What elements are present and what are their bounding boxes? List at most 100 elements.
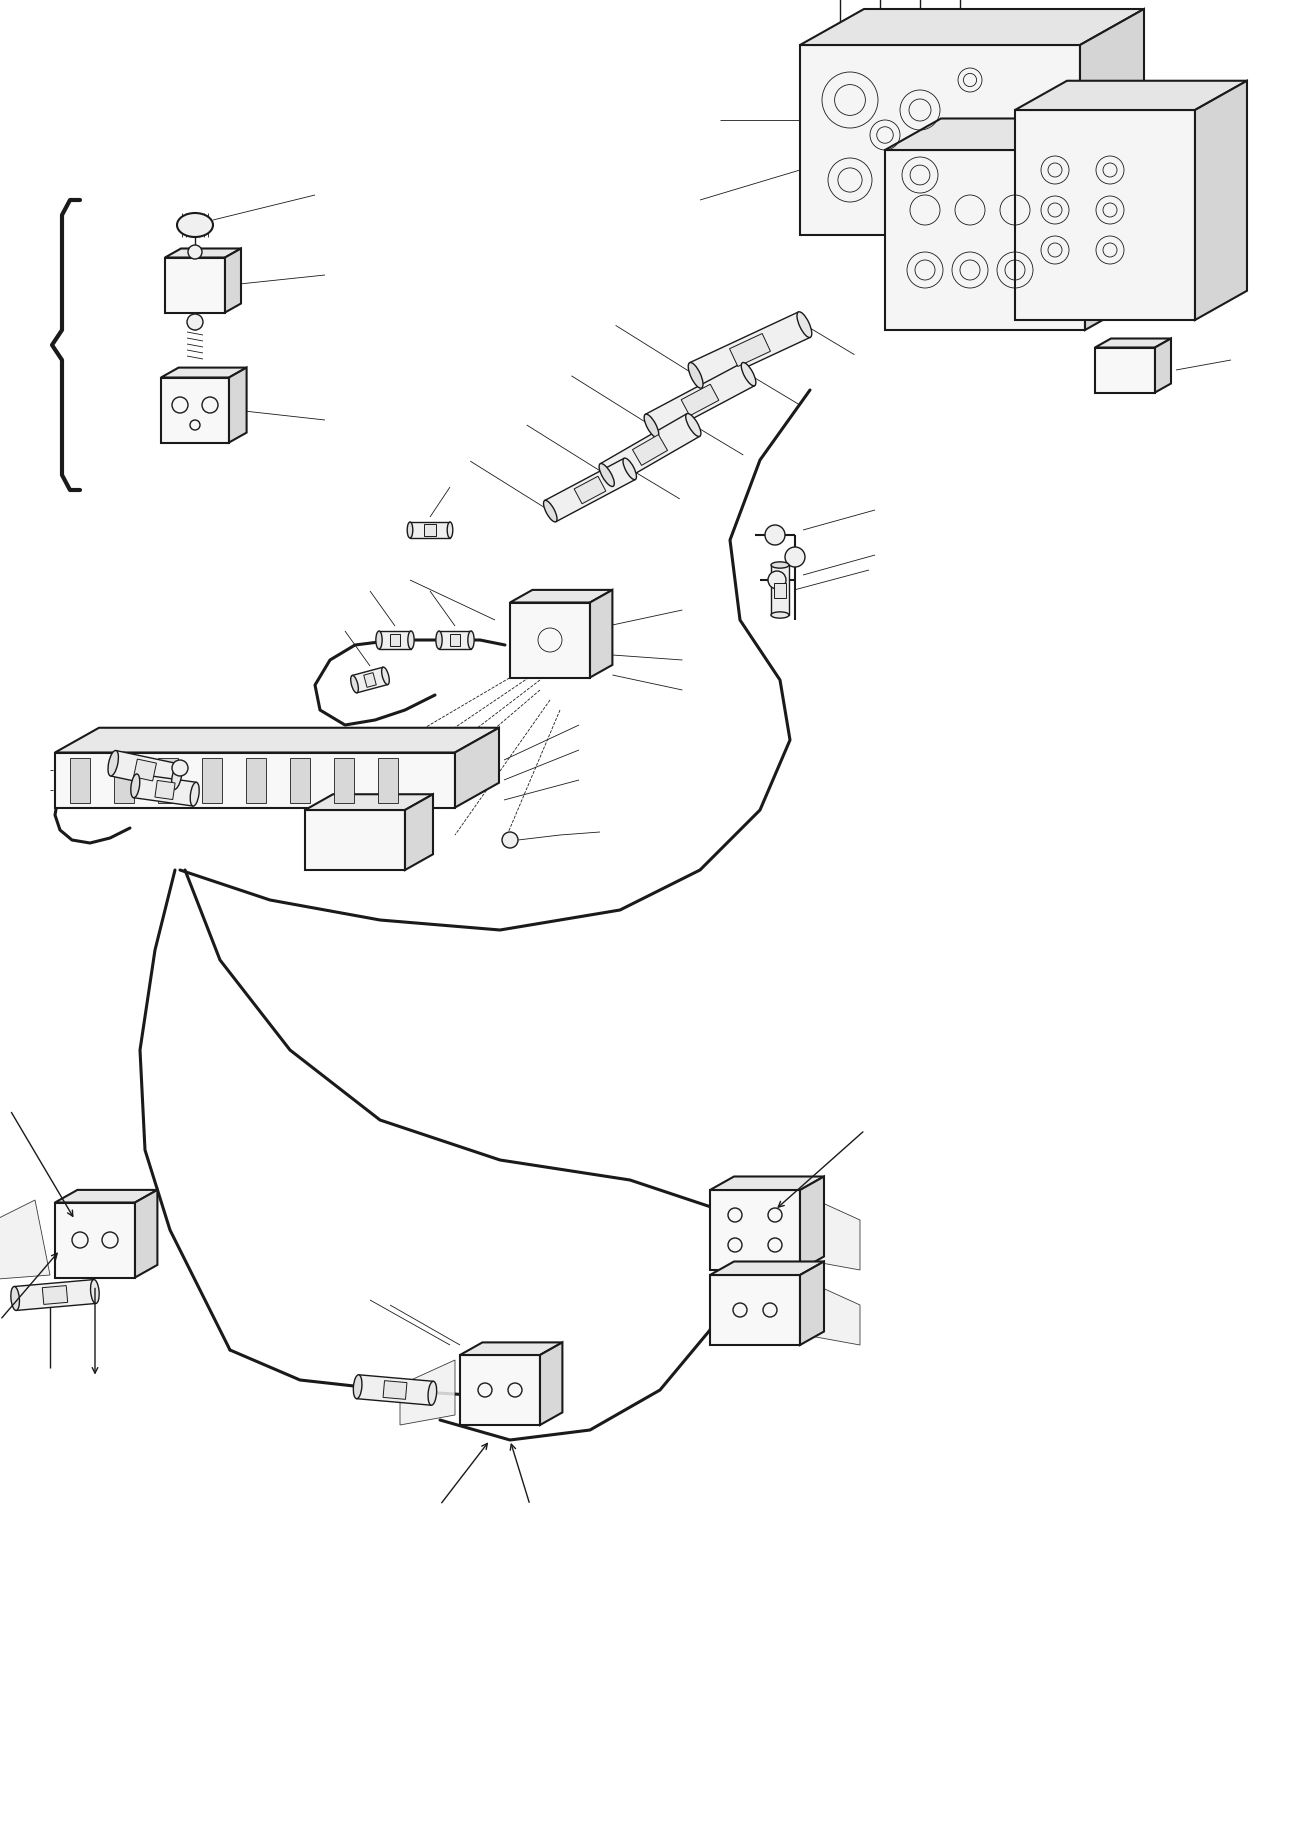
Polygon shape <box>135 1190 157 1278</box>
Polygon shape <box>390 633 399 646</box>
Polygon shape <box>133 759 157 781</box>
Bar <box>246 757 266 803</box>
Polygon shape <box>885 150 1085 330</box>
Polygon shape <box>800 46 1080 235</box>
Polygon shape <box>805 1279 861 1345</box>
Polygon shape <box>540 1343 562 1425</box>
Polygon shape <box>645 363 754 438</box>
Ellipse shape <box>468 631 474 650</box>
Ellipse shape <box>599 464 614 487</box>
Ellipse shape <box>771 611 789 619</box>
Ellipse shape <box>688 363 702 389</box>
Ellipse shape <box>407 522 413 538</box>
Polygon shape <box>54 728 499 752</box>
Polygon shape <box>54 1190 157 1203</box>
Polygon shape <box>161 367 246 378</box>
Polygon shape <box>165 248 241 257</box>
Polygon shape <box>710 1190 800 1270</box>
Ellipse shape <box>171 765 181 790</box>
Polygon shape <box>1015 80 1247 110</box>
Polygon shape <box>226 248 241 312</box>
Bar <box>334 757 354 803</box>
Circle shape <box>769 571 785 589</box>
Polygon shape <box>689 312 810 389</box>
Polygon shape <box>544 458 635 522</box>
Polygon shape <box>632 434 667 465</box>
Polygon shape <box>14 1279 96 1310</box>
Polygon shape <box>133 774 197 807</box>
Bar <box>70 757 89 803</box>
Polygon shape <box>1155 338 1172 392</box>
Ellipse shape <box>797 312 811 338</box>
Circle shape <box>785 548 805 568</box>
Polygon shape <box>229 367 246 442</box>
Polygon shape <box>439 631 470 650</box>
Ellipse shape <box>351 675 359 694</box>
Polygon shape <box>161 378 229 442</box>
Polygon shape <box>1095 347 1155 392</box>
Polygon shape <box>590 589 613 677</box>
Polygon shape <box>1095 338 1172 347</box>
Ellipse shape <box>91 1279 100 1303</box>
Polygon shape <box>1085 119 1140 330</box>
Ellipse shape <box>10 1287 19 1310</box>
Polygon shape <box>710 1261 824 1276</box>
Polygon shape <box>378 631 411 650</box>
Polygon shape <box>1015 110 1195 319</box>
Bar <box>158 757 178 803</box>
Ellipse shape <box>408 631 415 650</box>
Polygon shape <box>356 1374 433 1405</box>
Polygon shape <box>364 673 376 688</box>
Polygon shape <box>1080 9 1144 235</box>
Polygon shape <box>574 476 605 504</box>
Circle shape <box>502 832 518 849</box>
Polygon shape <box>771 566 789 615</box>
Ellipse shape <box>108 750 118 776</box>
Bar <box>290 757 310 803</box>
Ellipse shape <box>131 774 140 798</box>
Polygon shape <box>800 9 1144 46</box>
Ellipse shape <box>543 500 557 522</box>
Ellipse shape <box>435 631 442 650</box>
Polygon shape <box>460 1354 540 1425</box>
Polygon shape <box>400 1360 455 1425</box>
Ellipse shape <box>623 458 636 480</box>
Polygon shape <box>404 794 433 871</box>
Ellipse shape <box>354 1374 362 1398</box>
Polygon shape <box>455 728 499 807</box>
Polygon shape <box>353 668 388 694</box>
Bar <box>114 757 133 803</box>
Polygon shape <box>305 794 433 810</box>
Ellipse shape <box>376 631 382 650</box>
Bar <box>378 757 398 803</box>
Ellipse shape <box>428 1382 437 1405</box>
Polygon shape <box>511 602 590 677</box>
Ellipse shape <box>191 783 200 807</box>
Polygon shape <box>43 1285 67 1305</box>
Ellipse shape <box>381 668 389 684</box>
Ellipse shape <box>447 522 452 538</box>
Ellipse shape <box>741 363 756 385</box>
Polygon shape <box>450 633 460 646</box>
Polygon shape <box>710 1276 800 1345</box>
Polygon shape <box>110 750 179 790</box>
Polygon shape <box>805 1195 861 1270</box>
Polygon shape <box>600 414 700 485</box>
Ellipse shape <box>178 214 213 237</box>
Polygon shape <box>460 1343 562 1354</box>
Polygon shape <box>54 752 455 807</box>
Polygon shape <box>384 1382 407 1400</box>
Circle shape <box>187 314 203 330</box>
Polygon shape <box>511 589 613 602</box>
Polygon shape <box>710 1177 824 1190</box>
Polygon shape <box>800 1261 824 1345</box>
Ellipse shape <box>771 562 789 568</box>
Polygon shape <box>885 119 1140 150</box>
Bar <box>202 757 222 803</box>
Polygon shape <box>774 582 787 597</box>
Circle shape <box>172 759 188 776</box>
Ellipse shape <box>686 414 701 436</box>
Circle shape <box>765 526 785 546</box>
Polygon shape <box>1195 80 1247 319</box>
Polygon shape <box>156 781 175 799</box>
